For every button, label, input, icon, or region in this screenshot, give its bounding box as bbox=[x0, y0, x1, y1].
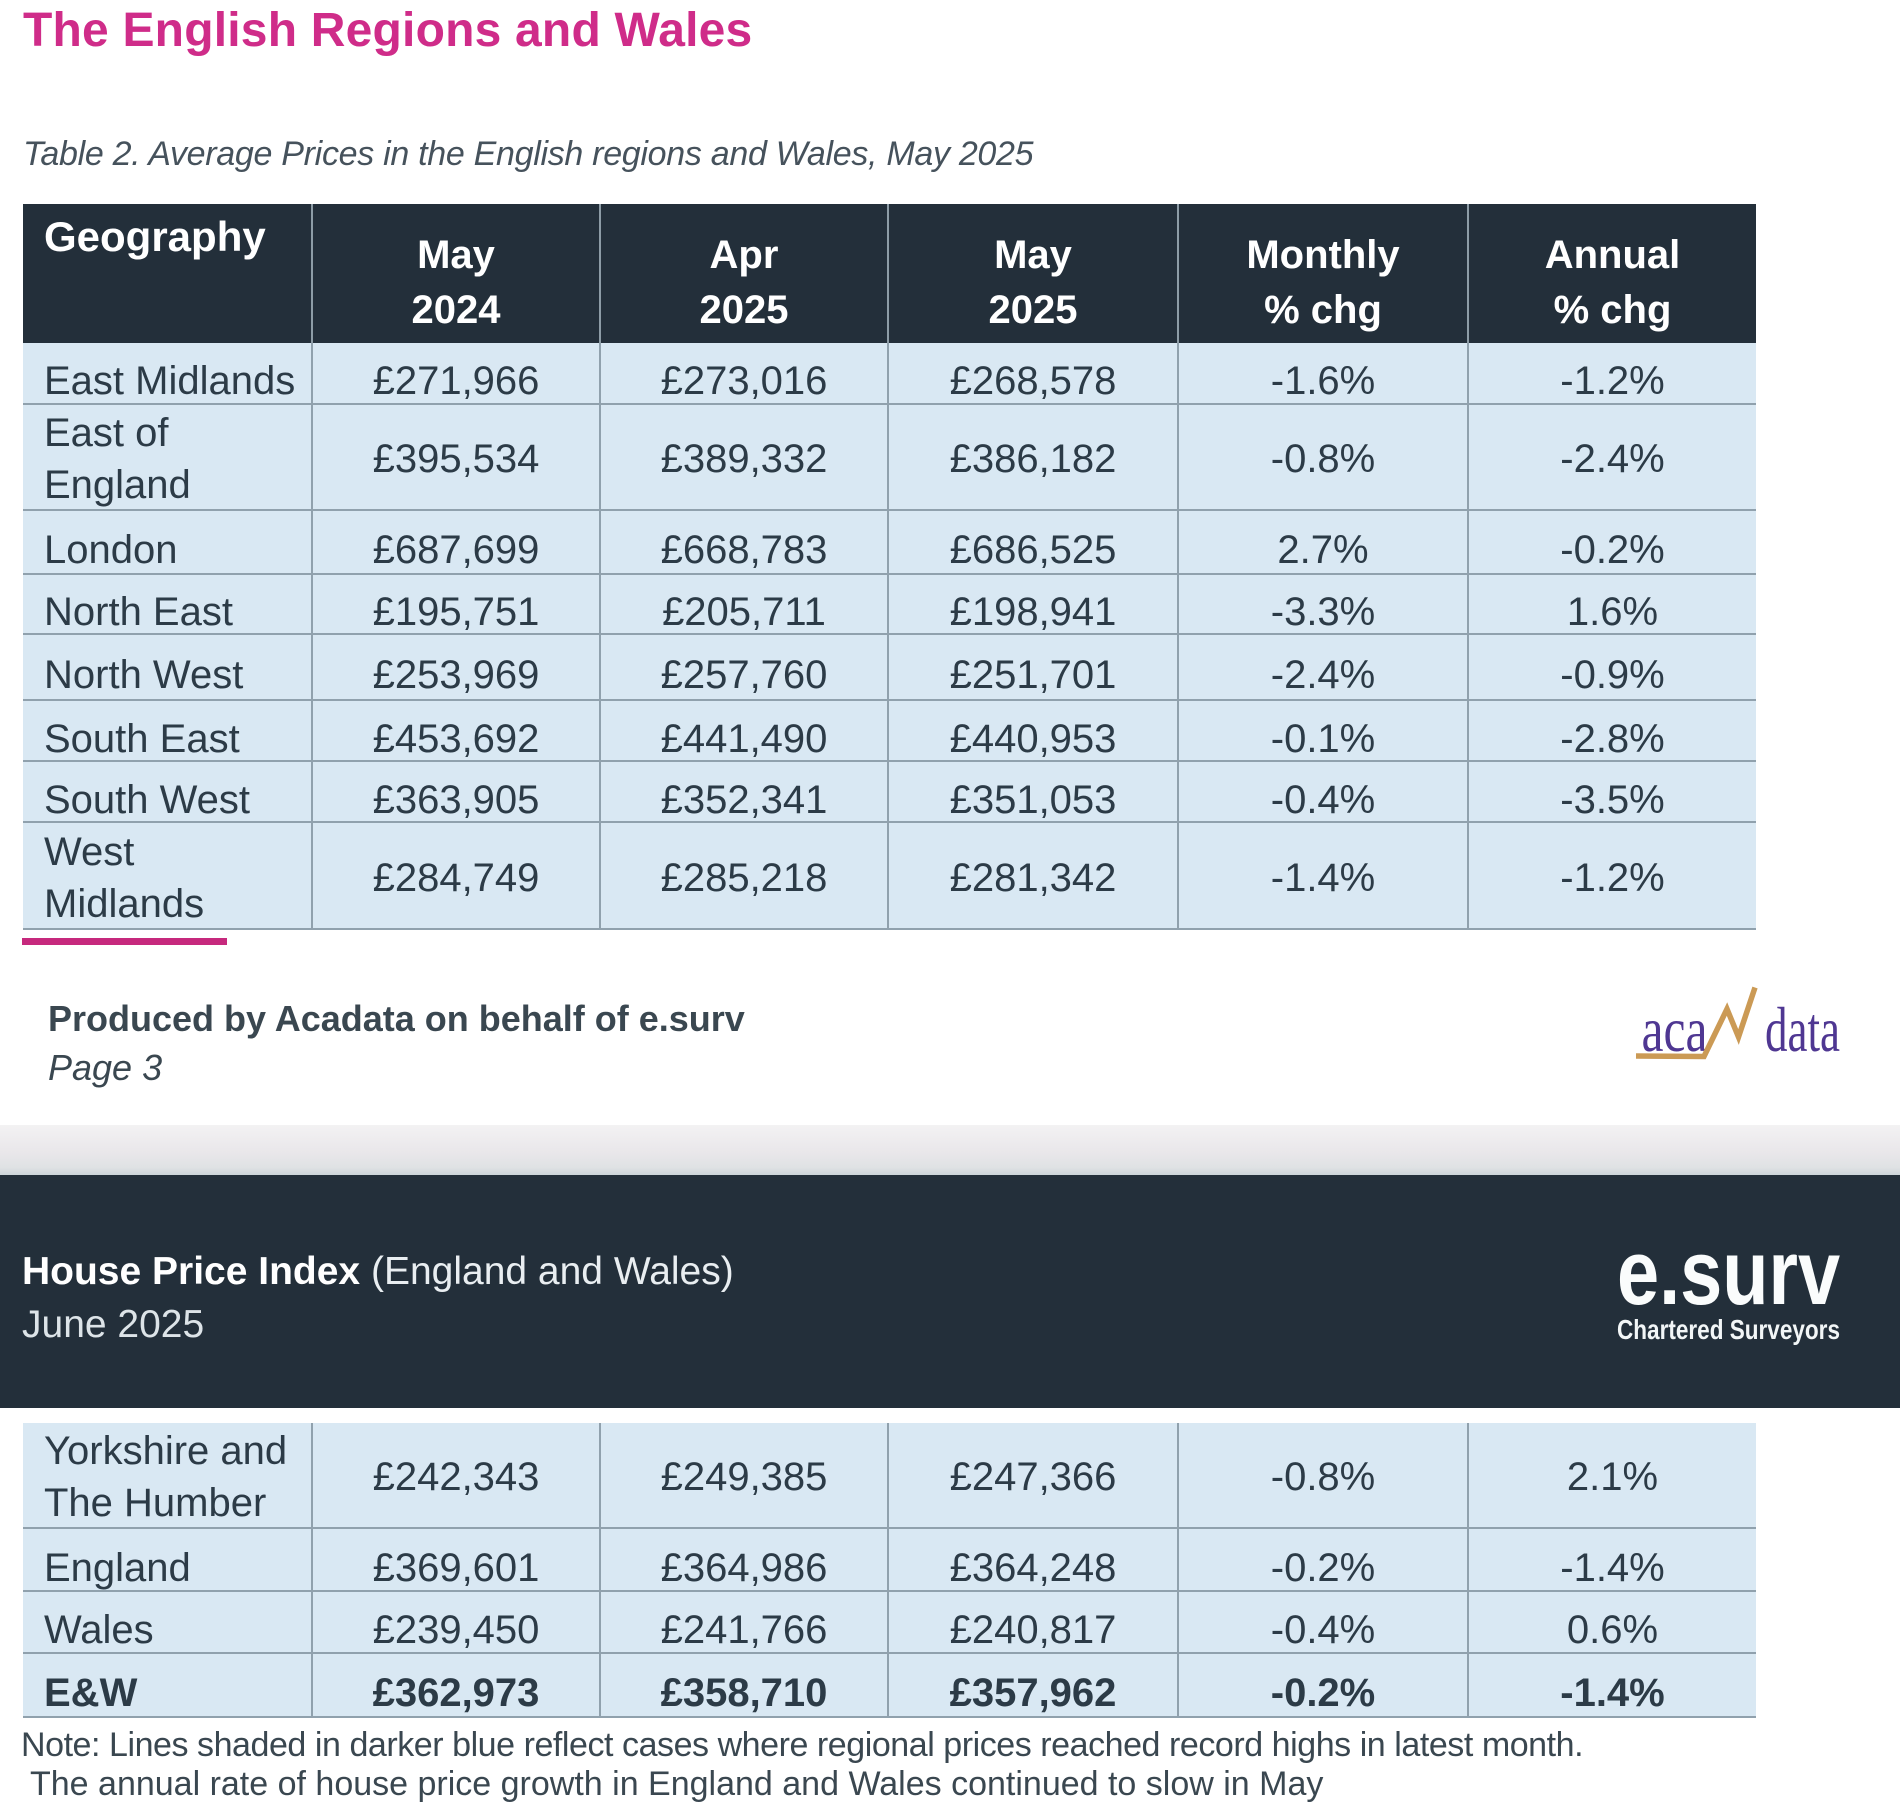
svg-text:data: data bbox=[1765, 994, 1840, 1065]
svg-text:aca: aca bbox=[1642, 994, 1708, 1065]
